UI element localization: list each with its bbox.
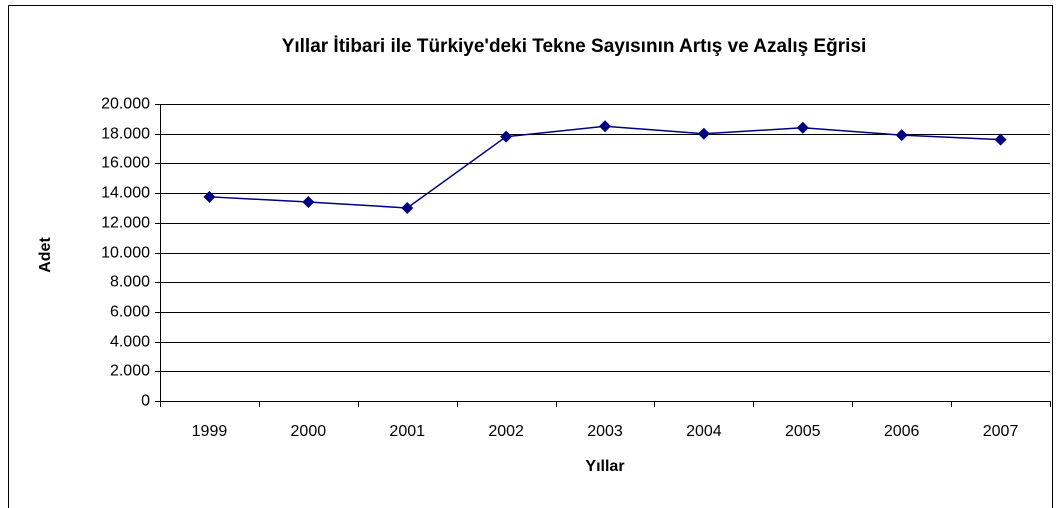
data-point [500, 130, 513, 143]
y-tick-label: 6.000 [110, 304, 150, 321]
x-tick-label: 2003 [587, 423, 623, 440]
y-tick-label: 4.000 [110, 334, 150, 351]
y-tick-label: 0 [141, 393, 150, 410]
x-tick-label: 2000 [291, 423, 327, 440]
x-tick-label: 2001 [389, 423, 425, 440]
x-tick-label: 2002 [488, 423, 524, 440]
y-tick-label: 18.000 [101, 126, 150, 143]
y-tick-label: 10.000 [101, 245, 150, 262]
y-tick-label: 14.000 [101, 185, 150, 202]
data-point [697, 127, 710, 140]
x-tick-label: 2004 [686, 423, 722, 440]
y-axis-label: Adet [37, 237, 54, 273]
data-point [599, 120, 611, 133]
chart-border [8, 5, 1053, 508]
y-tick-label: 8.000 [110, 274, 150, 291]
x-axis-label: Yıllar [585, 458, 624, 475]
y-tick-label: 20.000 [101, 96, 150, 113]
y-tick-label: 16.000 [101, 155, 150, 172]
x-tick-label: 2005 [785, 423, 821, 440]
y-tick-label: 12.000 [101, 215, 150, 232]
series-line [209, 125, 1001, 209]
x-tick-label: 1999 [192, 423, 228, 440]
x-tick-label: 2006 [884, 423, 920, 440]
data-point [203, 190, 216, 203]
y-tick-label: 2.000 [110, 363, 150, 380]
data-point [796, 121, 809, 134]
data-point [895, 129, 908, 142]
data-point [401, 201, 414, 214]
x-tick-label: 2007 [983, 423, 1019, 440]
data-point [994, 133, 1007, 146]
chart-title: Yıllar İtibari ile Türkiye'deki Tekne Sa… [282, 36, 867, 57]
data-point [302, 196, 315, 209]
